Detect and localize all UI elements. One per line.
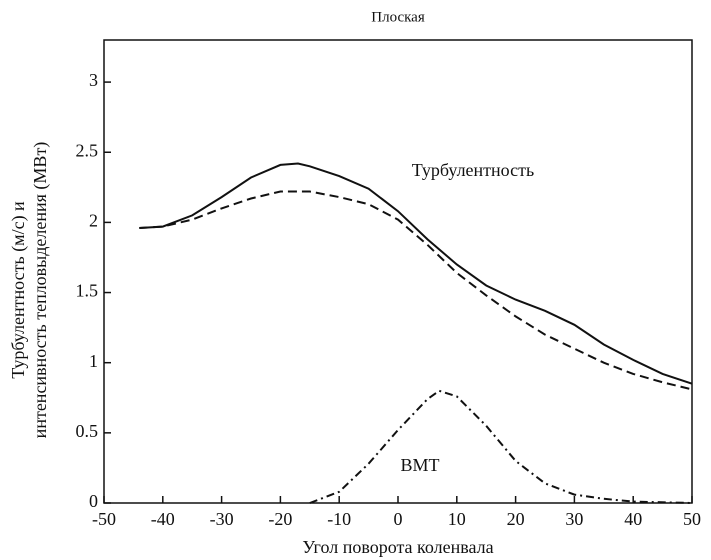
x-tick-label: -40 <box>151 509 175 529</box>
x-tick-label: 50 <box>683 509 701 529</box>
y-axis-label: интенсивность тепловыделения (МВт) <box>30 142 51 439</box>
x-tick-label: 0 <box>394 509 403 529</box>
y-tick-label: 1.5 <box>76 281 99 301</box>
x-tick-label: 40 <box>624 509 642 529</box>
chart-title: Плоская <box>371 9 425 25</box>
x-tick-label: 20 <box>507 509 525 529</box>
y-axis-label: Турбулентность (м/с) и <box>8 201 29 379</box>
x-tick-label: 30 <box>565 509 583 529</box>
plot-frame <box>103 39 693 504</box>
y-tick-label: 2 <box>89 211 98 231</box>
x-axis-label: Угол поворота коленвала <box>302 537 493 557</box>
y-tick-label: 1 <box>89 351 98 371</box>
x-tick-label: -20 <box>268 509 292 529</box>
series-line <box>309 389 693 504</box>
y-tick-label: 0.5 <box>76 421 99 441</box>
y-tick-label: 3 <box>89 70 98 90</box>
series-line <box>139 162 693 385</box>
x-tick-label: -10 <box>327 509 351 529</box>
series-line <box>139 190 693 391</box>
annotation: Турбулентность <box>412 160 534 180</box>
annotation: ВМТ <box>400 455 439 475</box>
x-tick-label: -30 <box>210 509 234 529</box>
y-tick-label: 2.5 <box>76 140 99 160</box>
x-tick-label: -50 <box>92 509 116 529</box>
x-tick-label: 10 <box>448 509 466 529</box>
y-tick-label: 0 <box>89 491 98 511</box>
